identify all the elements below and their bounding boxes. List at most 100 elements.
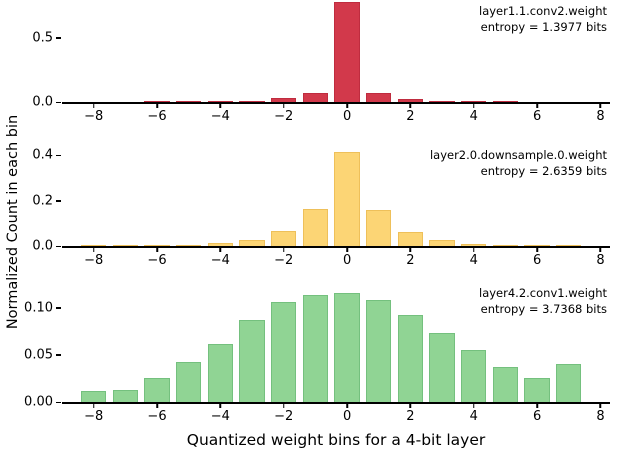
bars-container bbox=[62, 146, 610, 246]
y-tick-mark bbox=[56, 307, 61, 309]
x-tick-label: −6 bbox=[147, 409, 167, 424]
histogram-bar bbox=[492, 367, 519, 402]
histogram-bar bbox=[176, 244, 202, 246]
histogram-bar bbox=[176, 101, 202, 102]
x-tick-label: 2 bbox=[406, 409, 415, 424]
histogram-bar bbox=[81, 390, 107, 402]
y-tick-mark bbox=[56, 37, 61, 39]
y-tick-mark bbox=[56, 200, 61, 202]
x-tick-mark bbox=[219, 404, 222, 408]
x-tick-mark bbox=[156, 404, 158, 408]
x-tick-label: −2 bbox=[274, 109, 294, 124]
histogram-bar bbox=[81, 245, 107, 246]
x-tick-label: 4 bbox=[469, 109, 478, 124]
x-tick-mark bbox=[409, 404, 412, 408]
x-tick-label: 0 bbox=[342, 109, 352, 124]
x-tick-mark bbox=[599, 248, 602, 252]
y-tick-label: 0.10 bbox=[24, 300, 53, 316]
x-tick-mark bbox=[599, 404, 602, 408]
subplot-layer2-0-downsample: 0.0 0.2 0.4 layer2.0.downsample.0.weight e… bbox=[32, 146, 610, 272]
plot-area: 0.0 0.2 0.4 layer2.0.downsample.0.weight e… bbox=[32, 146, 610, 253]
x-axis-title: Quantized weight bins for a 4-bit layer bbox=[186, 431, 486, 449]
x-axis-ticks: −8 −6 −4 −2 0 2 4 6 8 bbox=[62, 104, 610, 128]
x-tick-mark bbox=[473, 404, 475, 408]
entropy-label: entropy = 1.3977 bits bbox=[480, 20, 607, 35]
y-tick-mark bbox=[56, 101, 61, 103]
x-tick-label: −4 bbox=[210, 253, 230, 268]
x-tick-label: 0 bbox=[342, 253, 352, 268]
y-tick-label: 0.05 bbox=[24, 347, 53, 363]
annotation: layer2.0.downsample.0.weight entropy = 2… bbox=[430, 147, 607, 179]
annotation: layer1.1.conv2.weight entropy = 1.3977 b… bbox=[479, 3, 607, 35]
y-tick-label: 0.5 bbox=[32, 30, 53, 46]
histogram-bar bbox=[524, 378, 550, 402]
histogram-bar bbox=[144, 101, 170, 102]
x-tick-mark bbox=[92, 248, 95, 252]
x-tick-mark bbox=[346, 404, 348, 408]
x-tick-label: 6 bbox=[533, 409, 542, 424]
histogram-bar bbox=[492, 244, 519, 246]
y-tick-label: 0.2 bbox=[32, 193, 53, 209]
layer-name-label: layer2.0.downsample.0.weight bbox=[429, 148, 607, 162]
plot-area: 0.00 0.05 0.10 layer4.2.conv1.weight entro… bbox=[24, 284, 610, 409]
x-tick-mark bbox=[156, 248, 158, 252]
histogram-bar bbox=[429, 333, 455, 402]
x-tick-mark bbox=[536, 248, 538, 252]
histogram-bar bbox=[461, 101, 487, 102]
y-tick-mark bbox=[56, 154, 61, 157]
x-tick-mark bbox=[219, 104, 222, 108]
histogram-bar bbox=[492, 101, 519, 102]
bars-container bbox=[62, 2, 610, 102]
entropy-label: entropy = 3.7368 bits bbox=[480, 302, 607, 317]
histogram-bar bbox=[271, 98, 297, 102]
x-tick-label: 2 bbox=[406, 109, 415, 124]
x-tick-mark bbox=[346, 104, 348, 108]
x-tick-mark bbox=[536, 104, 538, 108]
x-tick-label: −8 bbox=[84, 253, 104, 268]
histogram-bar bbox=[334, 151, 360, 246]
histogram-bar bbox=[461, 350, 487, 402]
histogram-bar bbox=[334, 292, 360, 402]
histogram-bar bbox=[366, 93, 392, 102]
x-tick-label: 6 bbox=[533, 253, 542, 268]
histogram-bar bbox=[302, 93, 329, 102]
x-tick-label: 4 bbox=[469, 253, 478, 268]
histogram-bar bbox=[239, 100, 265, 102]
x-tick-mark bbox=[282, 404, 285, 408]
layer-name-label: layer1.1.conv2.weight bbox=[479, 4, 607, 18]
histogram-bar bbox=[556, 364, 582, 402]
x-tick-mark bbox=[473, 248, 475, 252]
bars-container bbox=[62, 284, 610, 402]
histogram-bar bbox=[524, 245, 550, 246]
x-tick-label: −8 bbox=[84, 409, 104, 424]
subplot-layer4-2-conv1: 0.00 0.05 0.10 layer4.2.conv1.weight entro… bbox=[24, 284, 610, 428]
histogram-bar bbox=[334, 2, 360, 102]
x-tick-label: 4 bbox=[469, 409, 478, 424]
x-tick-mark bbox=[599, 104, 602, 108]
histogram-bar bbox=[207, 344, 234, 402]
x-tick-label: −4 bbox=[210, 109, 230, 124]
plot-area: 0.0 0.5 layer1.1.conv2.weight entropy = 1… bbox=[32, 2, 610, 109]
x-axis-ticks: −8 −6 −4 −2 0 2 4 6 8 bbox=[62, 404, 610, 428]
histogram-bar bbox=[144, 378, 170, 402]
x-tick-label: 0 bbox=[342, 409, 352, 424]
histogram-bar bbox=[302, 295, 329, 402]
histogram-bar bbox=[207, 243, 234, 246]
histogram-bar bbox=[271, 301, 297, 402]
x-tick-label: −6 bbox=[147, 253, 167, 268]
x-tick-mark bbox=[156, 104, 158, 108]
histogram-bar bbox=[239, 319, 265, 402]
x-tick-label: −8 bbox=[84, 109, 104, 124]
annotation: layer4.2.conv1.weight entropy = 3.7368 b… bbox=[479, 285, 607, 317]
histogram-bar bbox=[556, 245, 582, 246]
x-tick-mark bbox=[473, 104, 475, 108]
entropy-label: entropy = 2.6359 bits bbox=[480, 164, 607, 179]
x-tick-mark bbox=[536, 404, 538, 408]
x-tick-label: −4 bbox=[210, 409, 230, 424]
y-tick-mark bbox=[56, 401, 61, 403]
x-tick-mark bbox=[92, 104, 95, 108]
x-tick-mark bbox=[219, 248, 222, 252]
y-tick-label: 0.00 bbox=[24, 394, 53, 410]
histogram-bar bbox=[112, 389, 138, 402]
